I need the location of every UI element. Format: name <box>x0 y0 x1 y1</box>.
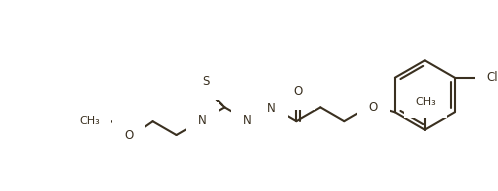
Text: H: H <box>242 123 249 133</box>
Text: N: N <box>198 114 207 127</box>
Text: H: H <box>199 123 206 133</box>
Text: O: O <box>294 85 303 98</box>
Text: CH₃: CH₃ <box>79 116 100 126</box>
Text: O: O <box>369 101 378 114</box>
Text: O: O <box>124 129 133 142</box>
Text: N: N <box>243 114 252 127</box>
Text: Cl: Cl <box>487 71 498 84</box>
Text: N: N <box>267 102 276 115</box>
Text: H: H <box>265 95 273 104</box>
Text: CH₃: CH₃ <box>415 97 436 107</box>
Text: S: S <box>202 75 209 88</box>
